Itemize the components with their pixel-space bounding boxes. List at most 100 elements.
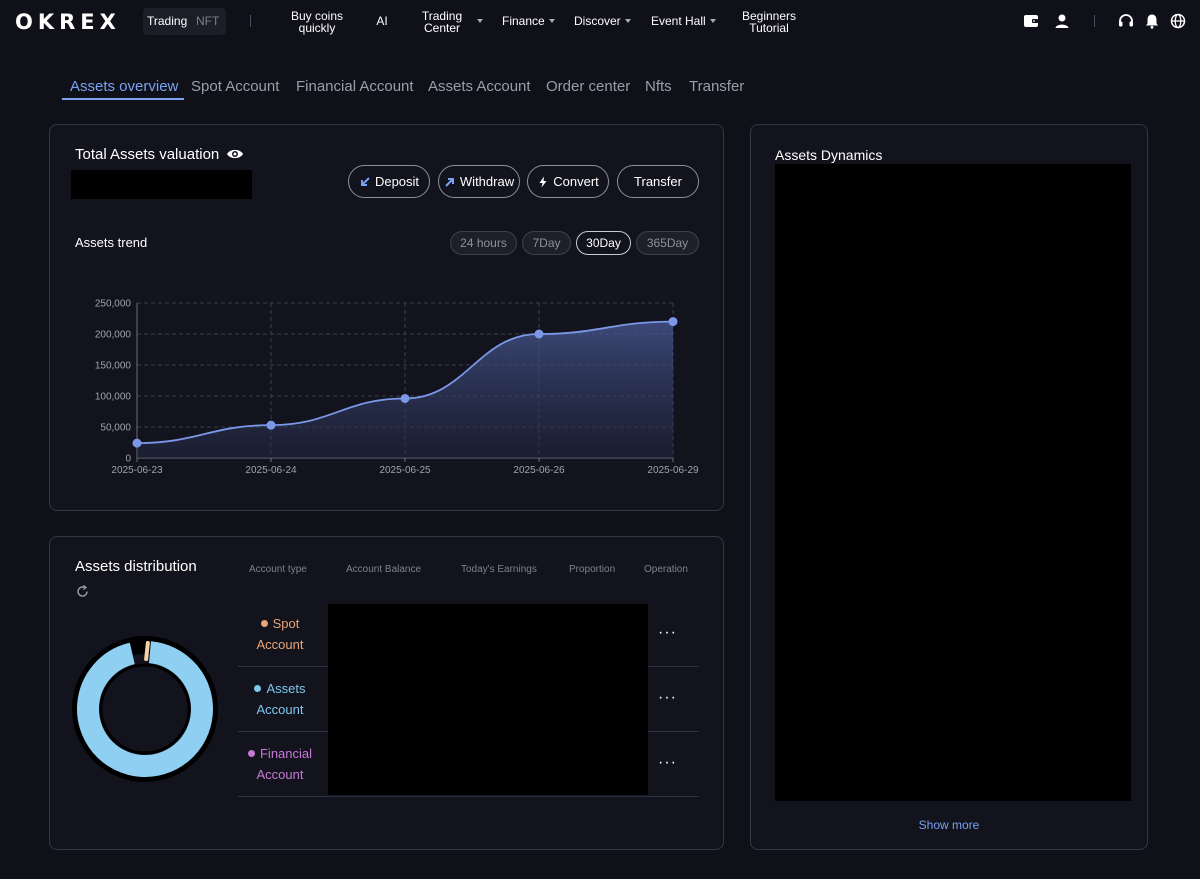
refresh-icon[interactable]	[75, 584, 90, 599]
more-options-icon[interactable]: ···	[658, 624, 677, 641]
x-tick-label: 2025-06-26	[513, 465, 565, 476]
nav-ai[interactable]: AI	[370, 15, 394, 27]
wallet-icon[interactable]	[1022, 12, 1040, 30]
nav-event-hall-label: Event Hall	[651, 14, 706, 28]
assets-dynamics-list-redacted	[775, 164, 1131, 801]
donut-segment-assets-account	[77, 641, 213, 777]
total-assets-value-redacted	[71, 170, 252, 199]
assets-trend-title: Assets trend	[75, 235, 148, 250]
assets-label-line1: Assets	[266, 681, 306, 696]
account-type-spot[interactable]: Spot Account	[238, 613, 322, 655]
chevron-down-icon	[473, 15, 483, 27]
nav-finance-label: Finance	[502, 14, 545, 28]
data-point[interactable]	[534, 329, 544, 339]
mode-nft-tab[interactable]: NFT	[196, 14, 220, 28]
column-account-balance: Account Balance	[346, 564, 422, 575]
nav-ai-label: AI	[376, 14, 388, 28]
nav-buy-coins-line2: quickly	[298, 21, 336, 35]
y-tick-label: 200,000	[95, 330, 132, 341]
okrex-logo[interactable]: OKREX	[15, 10, 121, 34]
transfer-label: Transfer	[634, 174, 682, 189]
data-point[interactable]	[266, 420, 276, 430]
x-tick-label: 2025-06-29	[647, 465, 699, 476]
bell-icon[interactable]	[1143, 12, 1161, 30]
assets-trend-chart: 0 50,000 100,000 150,000 200,000 250,000 2025-…	[95, 299, 699, 477]
y-tick-label: 50,000	[100, 423, 131, 434]
convert-label: Convert	[553, 174, 599, 189]
nav-beginners-line1: Beginners	[741, 9, 797, 23]
y-tick-label: 100,000	[95, 392, 132, 403]
data-point[interactable]	[668, 317, 678, 327]
nav-trading-center-line2: Center	[423, 21, 461, 35]
table-row: Financial Account ···	[238, 732, 699, 797]
x-tick-label: 2025-06-24	[245, 465, 297, 476]
chevron-down-icon	[548, 19, 555, 23]
data-point[interactable]	[132, 438, 142, 448]
total-assets-title: Total Assets valuation	[75, 146, 220, 163]
mode-trading-tab[interactable]: Trading	[147, 14, 188, 28]
series-area	[137, 321, 673, 458]
account-type-assets[interactable]: Assets Account	[238, 678, 322, 720]
nav-trading-center[interactable]: Trading Center	[414, 10, 470, 34]
withdraw-button[interactable]: Withdraw	[438, 165, 520, 198]
assets-dot-icon	[254, 685, 262, 692]
column-operation: Operation	[644, 564, 688, 575]
user-icon[interactable]	[1053, 12, 1071, 30]
deposit-label: Deposit	[374, 174, 420, 189]
distribution-values-redacted	[328, 604, 648, 795]
y-tick-label: 150,000	[95, 361, 132, 372]
range-30day[interactable]: 30Day	[576, 231, 631, 255]
data-point[interactable]	[400, 393, 410, 403]
headset-icon[interactable]	[1117, 12, 1135, 30]
arrow-down-left-icon	[360, 176, 370, 186]
convert-button[interactable]: Convert	[527, 165, 609, 198]
range-365day[interactable]: 365Day	[636, 231, 699, 255]
assets-label-line2: Account	[256, 702, 304, 717]
financial-label-line1: Financial	[259, 746, 313, 761]
nav-event-hall[interactable]: Event Hall	[651, 15, 716, 27]
spot-label-line2: Account	[256, 637, 304, 652]
more-options-icon[interactable]: ···	[658, 689, 677, 706]
nav-beginners-tutorial[interactable]: Beginners Tutorial	[736, 10, 802, 34]
range-24-hours[interactable]: 24 hours	[450, 231, 517, 255]
assets-dynamics-title: Assets Dynamics	[775, 147, 883, 163]
account-type-financial[interactable]: Financial Account	[238, 743, 322, 785]
globe-icon[interactable]	[1169, 12, 1187, 30]
nav-divider	[250, 15, 251, 27]
nav-buy-coins-quickly[interactable]: Buy coins quickly	[282, 10, 352, 34]
nav-discover[interactable]: Discover	[574, 15, 631, 27]
column-account-type: Account type	[249, 564, 307, 575]
x-tick-label: 2025-06-25	[379, 465, 431, 476]
mode-switch: Trading NFT	[143, 8, 226, 35]
deposit-button[interactable]: Deposit	[348, 165, 430, 198]
chevron-down-icon	[624, 19, 631, 23]
distribution-donut-chart	[72, 636, 218, 782]
tab-spot-account[interactable]: Spot Account	[191, 78, 280, 95]
column-todays-earnings: Today's Earnings	[461, 564, 537, 575]
y-tick-label: 0	[125, 454, 131, 465]
lightning-icon	[539, 176, 547, 187]
tab-transfer[interactable]: Transfer	[689, 78, 745, 95]
y-tick-label: 250,000	[95, 299, 132, 310]
transfer-button[interactable]: Transfer	[617, 165, 699, 198]
arrow-up-right-icon	[445, 177, 454, 187]
tab-nfts[interactable]: Nfts	[645, 78, 672, 95]
nav-discover-label: Discover	[574, 14, 621, 28]
nav-buy-coins-line1: Buy coins	[290, 9, 344, 23]
show-more-link[interactable]: Show more	[918, 818, 980, 832]
eye-icon[interactable]	[226, 146, 244, 162]
top-nav: OKREX Trading NFT Buy coins quickly AI T…	[0, 0, 1200, 44]
more-options-icon[interactable]: ···	[658, 754, 677, 771]
tab-assets-account[interactable]: Assets Account	[428, 78, 531, 95]
nav-finance[interactable]: Finance	[502, 15, 555, 27]
tab-assets-overview[interactable]: Assets overview	[70, 78, 179, 95]
chevron-down-icon	[709, 19, 716, 23]
nav-beginners-line2: Tutorial	[749, 21, 789, 35]
range-7day[interactable]: 7Day	[522, 231, 571, 255]
column-proportion: Proportion	[569, 564, 616, 575]
donut-segment-spot-account	[144, 640, 150, 662]
tab-order-center[interactable]: Order center	[546, 78, 631, 95]
tab-financial-account[interactable]: Financial Account	[296, 78, 414, 95]
nav-trading-center-line1: Trading	[421, 9, 463, 23]
financial-dot-icon	[247, 750, 255, 757]
